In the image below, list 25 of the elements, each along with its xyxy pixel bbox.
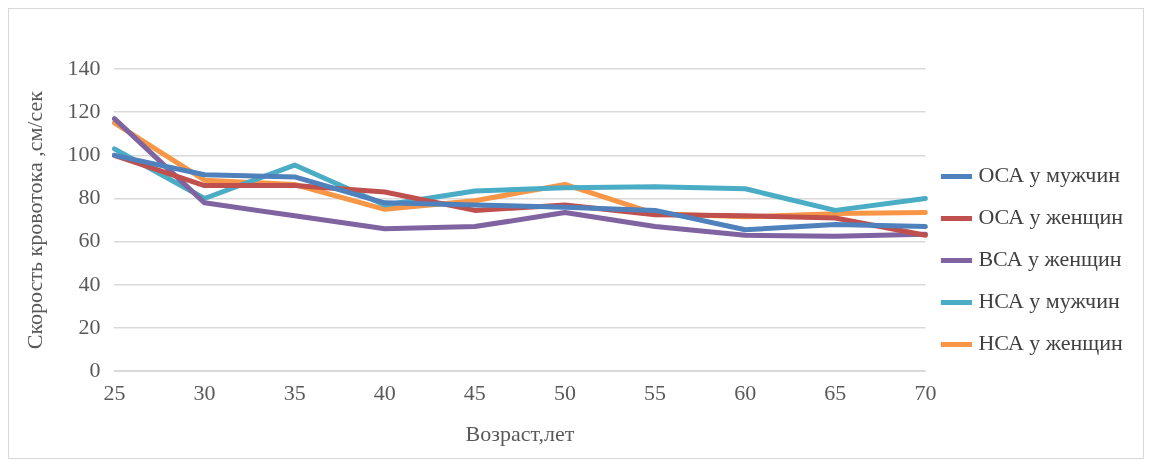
y-tick-label: 80 bbox=[78, 184, 101, 210]
x-tick-label: 60 bbox=[734, 380, 757, 406]
y-tick-label: 20 bbox=[78, 313, 101, 339]
y-tick-label: 120 bbox=[67, 97, 101, 123]
legend-label: НСА у мужчин bbox=[978, 288, 1120, 314]
x-tick-label: 25 bbox=[103, 380, 126, 406]
x-tick-label: 30 bbox=[193, 380, 216, 406]
y-tick-label: 40 bbox=[78, 270, 101, 296]
y-axis-title: Скорость кровотока ,см/сек bbox=[21, 90, 47, 350]
x-tick-label: 55 bbox=[644, 380, 667, 406]
x-tick-label: 50 bbox=[553, 380, 576, 406]
x-tick-label: 45 bbox=[463, 380, 486, 406]
y-tick-label: 100 bbox=[67, 141, 101, 167]
x-tick-label: 65 bbox=[824, 380, 847, 406]
x-tick-label: 40 bbox=[373, 380, 396, 406]
legend-label: ОСА у мужчин bbox=[978, 162, 1121, 188]
legend-label: ВСА у женщин bbox=[978, 246, 1122, 272]
legend-label: ОСА у женщин bbox=[978, 204, 1124, 230]
y-tick-label: 60 bbox=[78, 227, 101, 253]
y-tick-label: 140 bbox=[67, 54, 101, 80]
y-tick-label: 0 bbox=[89, 356, 101, 382]
x-axis-title: Возраст,лет bbox=[465, 420, 575, 446]
x-tick-label: 70 bbox=[914, 380, 937, 406]
x-tick-label: 35 bbox=[283, 380, 306, 406]
legend-label: НСА у женщин bbox=[978, 330, 1123, 356]
